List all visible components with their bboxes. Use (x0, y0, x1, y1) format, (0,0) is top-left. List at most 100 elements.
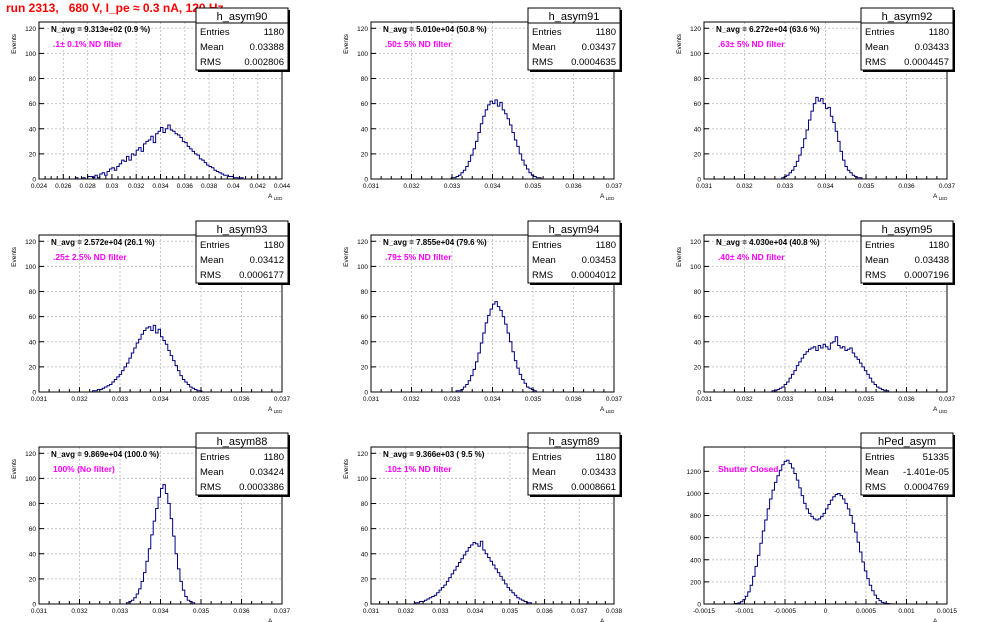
x-tick-label: 0.035 (193, 396, 210, 403)
x-tick-label: 0.035 (858, 183, 875, 190)
stat-label: Mean (200, 42, 224, 53)
stat-value: 0.0008661 (571, 482, 616, 493)
y-axis-label: Events (343, 246, 350, 267)
stat-label: Mean (200, 467, 224, 478)
stat-value: 1180 (929, 27, 949, 38)
x-tick-label: 0.001 (898, 608, 915, 615)
y-tick-label: 20 (361, 364, 369, 371)
n-avg-annotation: N_avg = 9.313e+02 (0.9 %) (51, 25, 151, 34)
y-axis-label: Events (11, 33, 18, 54)
filter-label: .10± 1% ND filter (385, 464, 452, 474)
stat-label: RMS (532, 482, 553, 493)
y-tick-label: 60 (29, 526, 37, 533)
y-axis-label: Events (676, 246, 683, 267)
y-tick-label: 20 (29, 151, 37, 158)
y-tick-label: 0 (697, 390, 701, 397)
x-tick-label: 0.038 (606, 608, 623, 615)
y-axis-label: Events (676, 33, 683, 54)
filter-label: .1± 0.1% ND filter (53, 39, 123, 49)
y-axis-label: Events (11, 246, 18, 267)
stat-label: Mean (532, 467, 556, 478)
x-axis-label: A LED (600, 406, 615, 414)
y-tick-label: 20 (361, 151, 369, 158)
y-tick-label: 120 (690, 239, 701, 246)
stat-label: RMS (200, 57, 221, 68)
histogram-name: h_asym94 (549, 224, 600, 236)
filter-label: Shutter Closed (718, 464, 778, 474)
x-tick-label: 0.036 (536, 608, 553, 615)
stat-value: 51335 (923, 452, 949, 463)
y-tick-label: 120 (690, 26, 701, 33)
x-tick-label: 0.031 (363, 183, 380, 190)
stats-box (195, 7, 289, 71)
stat-label: Mean (532, 42, 556, 53)
filter-label: 100% (No filter) (53, 464, 115, 474)
y-tick-label: 100 (25, 51, 36, 58)
y-tick-label: 100 (357, 476, 368, 483)
x-tick-label: 0.032 (403, 183, 420, 190)
filter-label: .50± 5% ND filter (385, 39, 452, 49)
stat-value: 0.0004012 (571, 270, 616, 281)
x-tick-label: 0.033 (444, 396, 461, 403)
stat-label: Entries (865, 27, 895, 38)
stat-label: RMS (532, 57, 553, 68)
x-tick-label: 0.032 (71, 608, 88, 615)
x-tick-label: 0.036 (898, 183, 915, 190)
stat-label: Mean (865, 42, 889, 53)
x-tick-label: 0.036 (898, 396, 915, 403)
stat-label: Mean (532, 255, 556, 266)
x-axis-label: A LED (268, 406, 283, 414)
x-tick-label: 0.044 (274, 183, 291, 190)
y-tick-label: 40 (29, 339, 37, 346)
stat-value: 0.03424 (250, 467, 284, 478)
y-tick-label: 40 (361, 339, 369, 346)
x-tick-label: 0.032 (398, 608, 415, 615)
y-tick-label: 120 (25, 451, 36, 458)
x-tick-label: -0.0005 (774, 608, 796, 615)
stat-value: 0.03388 (250, 42, 284, 53)
n-avg-annotation: N_avg = 7.855e+04 (79.6 %) (383, 238, 487, 247)
stat-value: 1180 (929, 240, 949, 251)
y-tick-label: 80 (29, 289, 37, 296)
y-tick-label: 40 (694, 126, 702, 133)
histogram-panel-h_asym89: 0.031 0.032 0.033 0.034 0.035 0.036 0.037 0.038… (343, 432, 623, 622)
y-tick-label: 1200 (687, 469, 702, 476)
n-avg-annotation: N_avg = 5.010e+04 (50.8 %) (383, 25, 487, 34)
x-tick-label: 0.034 (817, 396, 834, 403)
x-axis-label: A LED (933, 193, 948, 201)
stat-value: -1.401e-05 (903, 467, 949, 478)
x-tick-label: 0.033 (112, 608, 129, 615)
y-tick-label: 120 (25, 239, 36, 246)
histogram-series (371, 540, 614, 605)
stats-box (860, 220, 954, 284)
x-tick-label: 0.034 (484, 183, 501, 190)
y-tick-label: 60 (361, 526, 369, 533)
x-tick-label: 0.037 (274, 396, 291, 403)
x-tick-label: 0.031 (696, 396, 713, 403)
stat-value: 0.0004457 (904, 57, 949, 68)
stats-box (527, 432, 621, 496)
stat-value: 0.0003386 (239, 482, 284, 493)
x-tick-label: 0.03 (106, 183, 119, 190)
x-tick-label: 0.032 (71, 396, 88, 403)
stat-label: Mean (865, 467, 889, 478)
histogram-panel-h_asym94: 0.031 0.032 0.033 0.034 0.035 0.036 0.037 0 20 40… (343, 220, 623, 414)
x-tick-label: 0.032 (403, 396, 420, 403)
stat-label: Mean (200, 255, 224, 266)
x-tick-label: 0.034 (817, 183, 834, 190)
x-axis-label: A LED (268, 618, 283, 622)
y-tick-label: 120 (357, 26, 368, 33)
x-tick-label: 0.032 (128, 183, 145, 190)
x-tick-label: 0.031 (363, 396, 380, 403)
y-tick-label: 1000 (687, 491, 702, 498)
y-tick-label: 40 (361, 126, 369, 133)
x-tick-label: 0.0015 (937, 608, 957, 615)
y-tick-label: 100 (25, 264, 36, 271)
stat-value: 0.03438 (915, 255, 949, 266)
y-tick-label: 0 (32, 602, 36, 609)
filter-label: .79± 5% ND filter (385, 252, 452, 262)
histogram-panel-h_asym95: 0.031 0.032 0.033 0.034 0.035 0.036 0.037 0 20 40… (676, 220, 956, 414)
x-tick-label: 0.037 (939, 183, 956, 190)
x-tick-label: 0.031 (31, 396, 48, 403)
x-tick-label: 0.042 (250, 183, 267, 190)
